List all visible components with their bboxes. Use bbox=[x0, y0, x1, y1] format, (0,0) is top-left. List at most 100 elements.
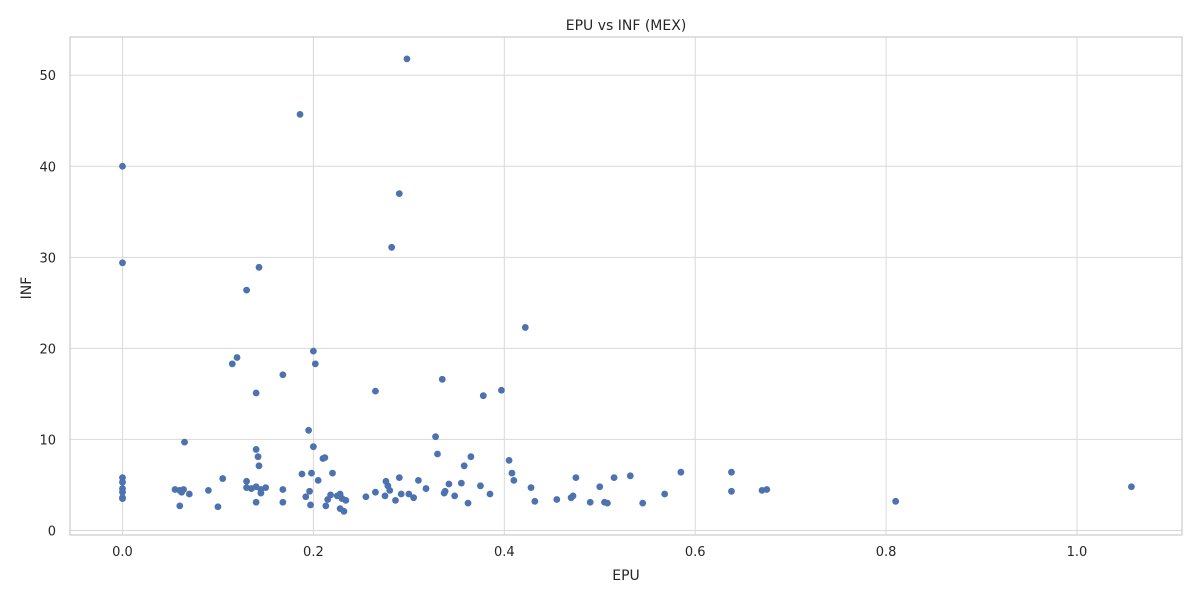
data-point bbox=[403, 55, 411, 63]
data-point bbox=[185, 490, 193, 498]
x-axis-label: EPU bbox=[612, 568, 640, 584]
data-point bbox=[309, 347, 317, 355]
data-point bbox=[243, 477, 250, 485]
data-point bbox=[728, 468, 735, 476]
data-point bbox=[119, 478, 126, 486]
data-point bbox=[438, 375, 446, 383]
data-point bbox=[569, 492, 577, 500]
data-point bbox=[219, 475, 227, 482]
data-point bbox=[381, 492, 389, 500]
data-point bbox=[639, 499, 647, 507]
data-point bbox=[262, 484, 270, 492]
data-point bbox=[479, 392, 487, 400]
data-point bbox=[451, 492, 459, 500]
data-point bbox=[395, 190, 403, 197]
plot-frame bbox=[69, 36, 1183, 536]
data-point bbox=[395, 474, 403, 482]
data-point bbox=[296, 110, 304, 118]
y-tick-label: 20 bbox=[39, 342, 56, 357]
data-point bbox=[243, 286, 250, 294]
data-point bbox=[205, 486, 212, 494]
data-point bbox=[477, 482, 484, 490]
data-point bbox=[892, 497, 900, 505]
data-point bbox=[372, 387, 379, 395]
data-point bbox=[414, 476, 422, 484]
data-point bbox=[586, 498, 594, 506]
x-tick-label: 0.8 bbox=[876, 545, 897, 560]
data-point bbox=[302, 493, 310, 501]
data-point bbox=[257, 489, 265, 497]
data-point bbox=[228, 360, 236, 368]
data-point bbox=[119, 495, 126, 502]
x-tick-label: 0.2 bbox=[303, 545, 324, 560]
data-point bbox=[422, 485, 430, 492]
data-point bbox=[464, 499, 472, 507]
data-point bbox=[572, 474, 580, 482]
data-point bbox=[388, 243, 396, 251]
chart-title: EPU vs INF (MEX) bbox=[566, 18, 687, 34]
data-point bbox=[181, 438, 188, 446]
data-point bbox=[327, 491, 334, 499]
data-point bbox=[255, 462, 263, 470]
y-tick-labels: 0 10 20 30 40 50 bbox=[39, 69, 56, 539]
data-point bbox=[441, 487, 449, 495]
data-point bbox=[119, 162, 126, 170]
data-point bbox=[279, 486, 287, 493]
data-point bbox=[386, 486, 394, 494]
data-point bbox=[214, 503, 222, 511]
data-point bbox=[728, 487, 735, 495]
y-tick-label: 10 bbox=[39, 433, 56, 448]
data-point bbox=[445, 480, 453, 488]
data-point bbox=[180, 486, 187, 493]
data-point bbox=[626, 472, 634, 480]
data-point bbox=[457, 479, 465, 487]
data-point bbox=[314, 476, 322, 484]
data-point bbox=[521, 324, 529, 331]
data-point bbox=[405, 490, 413, 498]
data-point bbox=[505, 456, 513, 464]
data-point bbox=[397, 490, 405, 498]
data-point bbox=[610, 474, 618, 482]
grid-layer bbox=[70, 37, 1182, 535]
data-point bbox=[279, 498, 287, 506]
data-point bbox=[279, 371, 287, 379]
data-point bbox=[305, 426, 313, 434]
data-point bbox=[434, 450, 441, 458]
x-tick-label: 0.0 bbox=[112, 545, 133, 560]
data-point bbox=[298, 470, 306, 478]
data-point bbox=[254, 453, 262, 461]
data-point bbox=[233, 354, 241, 361]
y-tick-label: 50 bbox=[39, 69, 56, 84]
data-point bbox=[460, 462, 468, 470]
data-point bbox=[340, 507, 348, 515]
x-tick-label: 0.4 bbox=[494, 545, 515, 560]
data-point bbox=[322, 502, 330, 510]
data-point bbox=[603, 499, 611, 507]
data-point bbox=[596, 483, 604, 491]
data-point bbox=[176, 502, 184, 510]
data-point bbox=[252, 446, 260, 453]
data-point bbox=[661, 490, 669, 498]
data-point bbox=[306, 487, 313, 495]
data-point bbox=[252, 389, 260, 397]
data-point bbox=[311, 360, 319, 368]
data-point bbox=[432, 433, 439, 441]
data-point bbox=[308, 469, 315, 477]
data-point bbox=[252, 498, 260, 506]
data-point bbox=[486, 490, 494, 498]
data-point bbox=[329, 469, 336, 477]
x-tick-label: 0.6 bbox=[685, 545, 706, 560]
y-tick-label: 30 bbox=[39, 251, 56, 266]
data-point bbox=[1128, 483, 1135, 491]
data-point bbox=[498, 386, 505, 394]
data-point bbox=[255, 263, 263, 271]
data-point bbox=[763, 486, 771, 493]
data-point bbox=[119, 259, 126, 267]
data-point bbox=[531, 497, 539, 505]
data-point bbox=[372, 488, 379, 496]
data-point bbox=[342, 497, 350, 504]
data-point bbox=[307, 501, 314, 509]
data-point bbox=[527, 484, 535, 492]
y-tick-label: 40 bbox=[39, 160, 56, 175]
data-point bbox=[467, 453, 475, 461]
